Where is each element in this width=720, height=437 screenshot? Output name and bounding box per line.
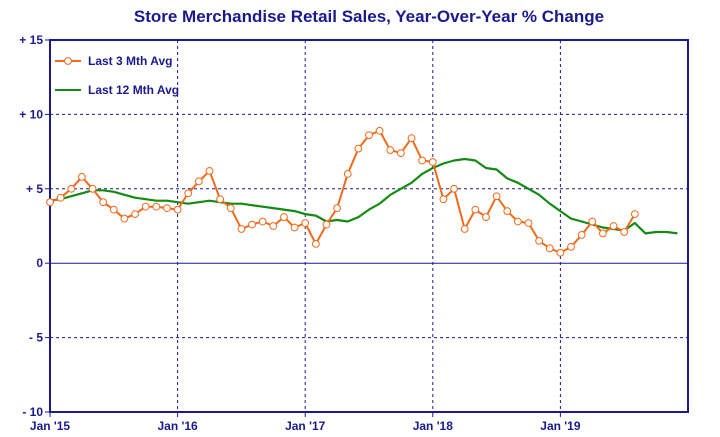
x-tick-label: Jan '18 — [413, 419, 454, 433]
data-point — [386, 146, 395, 155]
data-point — [237, 225, 246, 233]
data-point — [67, 184, 76, 193]
data-point — [418, 156, 427, 165]
data-point — [556, 248, 565, 257]
data-point — [524, 219, 533, 227]
series-layer — [46, 126, 678, 257]
data-point — [545, 244, 554, 253]
data-point — [492, 192, 501, 201]
data-point — [343, 170, 352, 178]
data-point — [88, 184, 97, 193]
data-point — [131, 210, 139, 218]
y-tick-label: - 5 — [29, 331, 43, 345]
y-tick-label: + 10 — [19, 107, 43, 121]
data-point — [503, 207, 512, 216]
data-point — [290, 223, 299, 232]
data-point — [248, 220, 256, 229]
data-point — [184, 189, 193, 198]
data-point — [163, 204, 171, 213]
data-point — [141, 202, 150, 211]
data-point — [258, 217, 267, 226]
data-point — [482, 213, 490, 221]
x-tick-label: Jan '17 — [285, 419, 326, 433]
chart-title: Store Merchandise Retail Sales, Year-Ove… — [134, 7, 604, 26]
data-point — [322, 220, 331, 229]
data-point — [471, 205, 480, 214]
y-tick-label: + 5 — [26, 182, 43, 196]
data-point — [109, 205, 118, 214]
y-tick-label: + 15 — [19, 33, 43, 47]
data-point — [333, 204, 342, 213]
data-point — [216, 195, 225, 204]
data-point — [269, 222, 278, 230]
grid — [50, 40, 688, 412]
data-point — [428, 158, 437, 166]
data-point — [567, 242, 575, 251]
data-point — [205, 167, 214, 175]
data-point — [78, 172, 86, 181]
data-point — [46, 198, 54, 207]
data-point — [99, 198, 108, 207]
data-point — [375, 126, 384, 135]
data-point — [397, 149, 405, 157]
plot-area — [49, 39, 689, 413]
data-point — [513, 217, 522, 226]
data-point — [280, 213, 288, 221]
data-point — [365, 131, 373, 140]
data-point — [599, 229, 607, 238]
data-point — [407, 134, 416, 143]
data-point — [173, 205, 182, 214]
x-tick-label: Jan '15 — [30, 419, 71, 433]
data-point — [588, 217, 597, 226]
series-line-1 — [49, 157, 678, 235]
data-point — [620, 228, 629, 236]
data-point — [460, 225, 469, 233]
data-point — [577, 231, 586, 239]
y-tick-label: 0 — [36, 256, 43, 270]
data-point — [450, 184, 458, 193]
data-point — [630, 210, 639, 218]
y-tick-label: - 10 — [22, 405, 43, 419]
x-tick-label: Jan '19 — [540, 419, 581, 433]
data-point — [194, 177, 203, 186]
data-point — [152, 202, 161, 211]
data-point — [226, 204, 235, 213]
data-point — [439, 195, 448, 204]
legend-marker-0 — [64, 57, 72, 65]
data-point — [354, 144, 363, 153]
data-point — [535, 236, 544, 245]
data-point — [301, 219, 310, 227]
data-point — [120, 214, 129, 223]
data-point — [56, 193, 65, 202]
data-point — [311, 239, 320, 248]
legend-label-1: Last 12 Mth Avg — [88, 83, 179, 97]
x-tick-label: Jan '16 — [157, 419, 198, 433]
legend: Last 3 Mth Avg Last 12 Mth Avg — [55, 54, 179, 97]
legend-label-0: Last 3 Mth Avg — [88, 54, 172, 68]
data-point — [609, 222, 618, 230]
